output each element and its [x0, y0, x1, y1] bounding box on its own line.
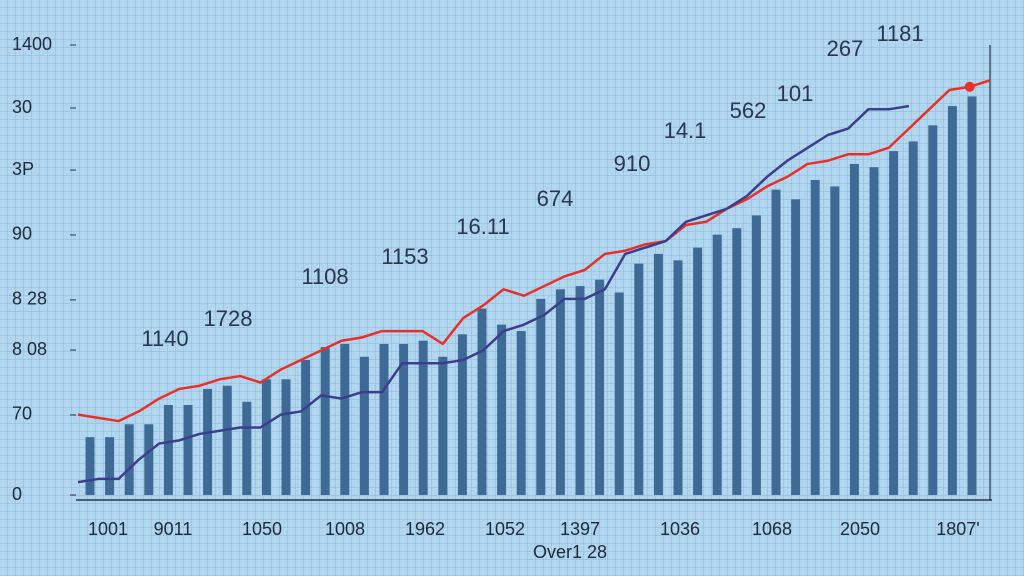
x-tick-label: 1008 [325, 519, 365, 539]
x-tick-label: 1050 [242, 519, 282, 539]
annotation: 1153 [381, 244, 428, 269]
x-tick-label: 2050 [840, 519, 880, 539]
bar [516, 331, 526, 495]
bar [301, 360, 311, 495]
bar [849, 163, 859, 495]
line-series [77, 104, 910, 484]
annotation: 910 [614, 151, 651, 176]
bar [340, 343, 350, 495]
annotation: 1181 [876, 21, 923, 46]
annotation: 267 [827, 36, 864, 61]
bar [457, 334, 467, 495]
bar [222, 385, 232, 495]
y-tick-label: 0 [12, 484, 22, 504]
bar [889, 151, 899, 496]
bar [947, 106, 957, 496]
bar [791, 199, 801, 496]
bar [653, 253, 663, 495]
bar [144, 424, 154, 495]
bar [634, 263, 644, 495]
x-tick-label: 1962 [405, 519, 445, 539]
annotation: 562 [730, 98, 767, 123]
bar [497, 324, 507, 495]
bar [399, 343, 409, 495]
y-tick-label: 70 [12, 404, 32, 424]
bar [869, 167, 879, 495]
bar [242, 401, 252, 495]
y-tick-label: 8 28 [12, 289, 47, 309]
x-tick-label: 9011 [154, 519, 193, 539]
y-tick-label: 3P [12, 159, 34, 179]
bar [536, 298, 546, 495]
x-tick-label: 1052 [485, 519, 525, 539]
bar [105, 437, 115, 495]
annotation: 1108 [301, 264, 348, 289]
bar [281, 379, 291, 495]
annotation: 101 [777, 81, 814, 106]
x-axis-title: Over1 28 [533, 542, 607, 562]
bar [771, 189, 781, 495]
x-tick-label: 1807' [936, 519, 979, 539]
y-tick-label: 8 08 [12, 339, 47, 359]
annotation: 1728 [204, 306, 253, 331]
bar [732, 228, 742, 495]
bar [693, 247, 703, 495]
bar [359, 356, 369, 495]
x-tick-label: 1397 [560, 519, 600, 539]
annotation: 674 [537, 186, 574, 211]
bar [183, 405, 193, 495]
bar [614, 292, 624, 495]
highlight-point [964, 81, 975, 92]
bar [555, 289, 565, 495]
bar [830, 186, 840, 495]
x-tick-label: 1001 [88, 519, 128, 539]
bar [418, 340, 428, 495]
bar [967, 96, 977, 495]
annotation: 16.11 [456, 214, 509, 239]
bar [379, 343, 389, 495]
x-tick-label: 1036 [660, 519, 700, 539]
line-series [77, 79, 991, 423]
y-tick-label: 30 [12, 97, 32, 117]
bar [85, 437, 95, 495]
bar [203, 388, 213, 495]
bar [751, 215, 761, 495]
annotation: 14.1 [664, 118, 707, 143]
bar [810, 180, 820, 495]
bar [320, 347, 330, 495]
bar [163, 405, 173, 495]
bar [908, 141, 918, 495]
bar [477, 308, 487, 495]
y-tick-label: 90 [12, 224, 32, 244]
y-tick-label: 1400 [12, 34, 52, 54]
bar [575, 286, 585, 495]
bar [595, 279, 605, 495]
bar [673, 260, 683, 495]
x-tick-label: 1068 [752, 519, 792, 539]
bar [438, 356, 448, 495]
annotation: 1140 [141, 326, 188, 351]
bar [712, 234, 722, 495]
bar [261, 379, 271, 495]
bar [124, 424, 134, 495]
bar [928, 125, 938, 495]
